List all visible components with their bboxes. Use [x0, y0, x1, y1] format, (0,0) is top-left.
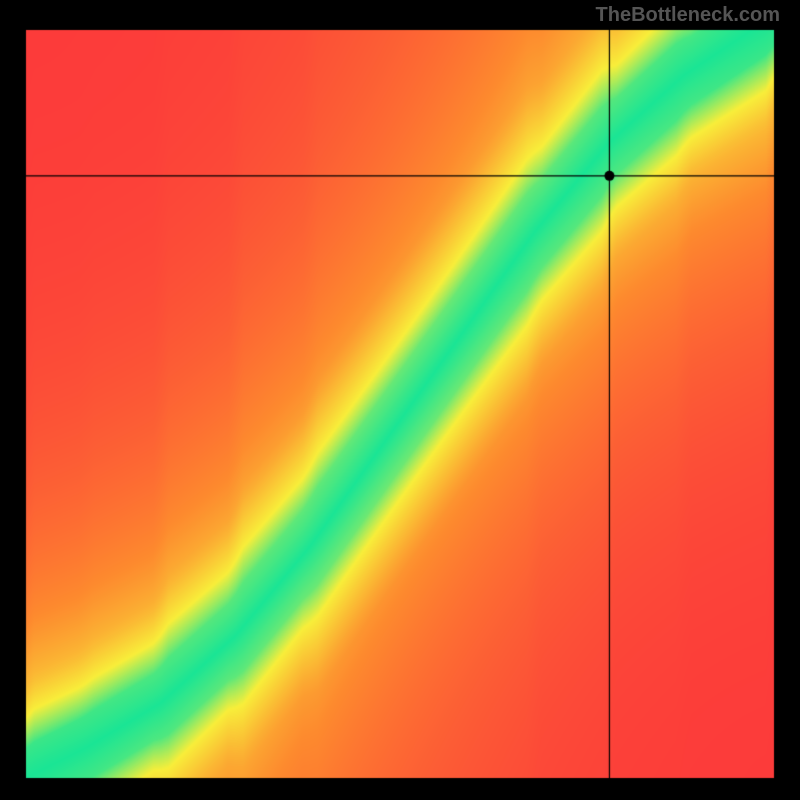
watermark-text: TheBottleneck.com [596, 4, 780, 27]
bottleneck-heatmap [0, 0, 800, 800]
chart-container: TheBottleneck.com [0, 0, 800, 800]
